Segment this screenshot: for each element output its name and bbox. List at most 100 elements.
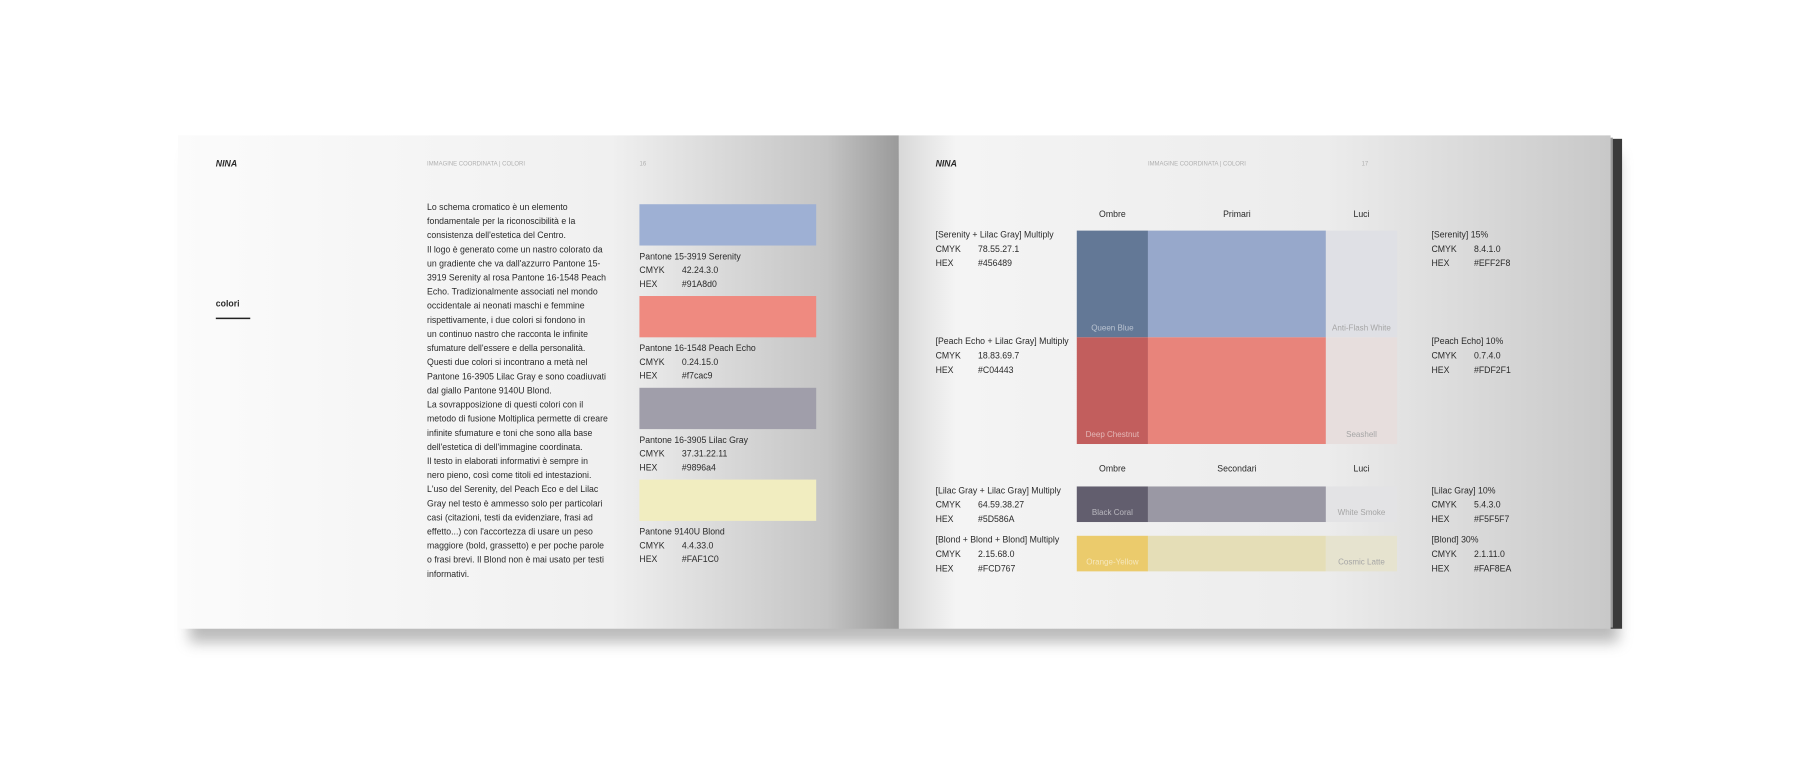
logo: NINA [216,158,237,168]
shade-cell [1076,337,1148,445]
body-line: maggiore (bold, grassetto) e per poche p… [427,541,604,551]
hex-label: HEX [936,258,954,268]
hex-label: HEX [1432,514,1450,524]
body-line: 3919 Serenity al rosa Pantone 16-1548 Pe… [427,273,606,283]
body-line: rispettivamente, i due colori si fondono… [427,315,585,325]
light-cell [1325,535,1398,572]
body-line: o frasi brevi. Il Blond non è mai usato … [427,555,604,565]
column-header: Primari [1223,209,1251,219]
body-line: Il testo in elaborati informativi è semp… [427,456,588,466]
column-header: Secondari [1217,464,1256,474]
body-line: effetto...) con l'accortezza di usare un… [427,527,593,537]
cmyk-value: 8.4.1.0 [1474,244,1501,254]
cmyk-value: 78.55.27.1 [978,244,1019,254]
body-line: metodo di fusione Moltiplica permette di… [427,414,608,424]
content: NINA IMMAGINE COORDINATA | COLORI 16 NINA IM… [216,158,1512,579]
hex-label: HEX [1432,258,1450,268]
hex-value: #EFF2F8 [1474,258,1511,268]
swatch [639,387,817,430]
main-cell [1147,486,1326,523]
light-cell [1325,230,1398,338]
column-header: Ombre [1099,209,1126,219]
hex-label: HEX [639,554,657,564]
cmyk-value: 0.7.4.0 [1474,351,1501,361]
header-text: IMMAGINE COORDINATA | COLORI [1148,162,1246,168]
swatch-name: Pantone 16-3905 Lilac Gray [639,435,748,445]
light-name: White Smoke [1338,508,1386,517]
body-line: sfumature dell'essere e della personalit… [427,343,585,353]
column-header: Luci [1353,209,1369,219]
body-line: consistenza dell'estetica del Centro. [427,230,566,240]
shade-cell [1076,535,1148,572]
swatch-name: Pantone 9140U Blond [639,527,724,537]
body-line: Lo schema cromatico è un elemento [427,202,568,212]
cmyk-label: CMYK [639,540,664,550]
cmyk-label: CMYK [936,500,961,510]
cmyk-label: CMYK [936,351,961,361]
shade-cell [1076,230,1148,338]
body-line: Gray nel testo è ammesso solo per partic… [427,498,603,508]
cmyk-label: CMYK [936,244,961,254]
cmyk-label: CMYK [639,449,664,459]
mix-title: [Serenity + Lilac Gray] Multiply [936,229,1055,239]
hex-value: #456489 [978,258,1012,268]
body-line: dal giallo Pantone 9140U Blond. [427,385,552,395]
mix-title: [Peach Echo + Lilac Gray] Multiply [936,336,1070,346]
body-line: un gradiente che va dall'azzurro Pantone… [427,258,600,268]
light-cell [1325,337,1398,445]
cmyk-value: 37.31.22.11 [682,449,728,459]
page-number: 17 [1362,162,1369,168]
hex-label: HEX [936,365,954,375]
body-line: La sovrapposizione di questi colori con … [427,400,583,410]
page-stack [1610,138,1623,629]
body-line: infinite sfumature e toni che sono alla … [427,428,592,438]
logo: NINA [936,158,957,168]
cmyk-label: CMYK [1432,244,1457,254]
light-name: Anti-Flash White [1332,323,1391,332]
main-cell [1147,337,1326,445]
hex-label: HEX [936,563,954,573]
hex-value: #C04443 [978,365,1014,375]
hex-label: HEX [639,371,657,381]
hex-label: HEX [639,279,657,289]
hex-value: #F5F5F7 [1474,514,1510,524]
cmyk-label: CMYK [1432,500,1457,510]
shade-cell [1076,486,1148,523]
hex-value: #FAF8EA [1474,563,1512,573]
cmyk-value: 42.24.3.0 [682,265,719,275]
header-text: IMMAGINE COORDINATA | COLORI [427,162,525,168]
swatch [639,479,817,521]
body-line: casi (citazioni, testi da evidenziare, f… [427,512,593,522]
swatch [639,296,817,338]
swatch-name: Pantone 15-3919 Serenity [639,251,741,261]
cmyk-label: CMYK [639,265,664,275]
column-header: Luci [1353,464,1369,474]
mix-title: [Peach Echo] 10% [1432,336,1504,346]
light-name: Cosmic Latte [1338,557,1385,566]
hex-value: #FCD767 [978,563,1015,573]
body-line: Il logo è generato come un nastro colora… [427,244,603,254]
swatch-name: Pantone 16-1548 Peach Echo [639,343,756,353]
hex-value: #9896a4 [682,462,716,472]
body-line: L'uso del Serenity, del Peach Eco e del … [427,484,599,494]
mix-title: [Serenity] 15% [1432,229,1489,239]
mix-title: [Blond + Blond + Blond] Multiply [936,535,1060,545]
light-cell [1325,486,1398,523]
hex-value: #FDF2F1 [1474,365,1511,375]
cmyk-value: 64.59.38.27 [978,500,1024,510]
page-number: 16 [640,162,647,168]
mix-title: [Lilac Gray + Lilac Gray] Multiply [936,485,1062,495]
shade-name: Orange-Yellow [1086,557,1139,566]
column-header: Ombre [1099,464,1126,474]
body-line: dell'estetica di dell'immagine coordinat… [427,442,583,452]
cmyk-value: 4.4.33.0 [682,540,714,550]
hex-value: #5D586A [978,514,1015,524]
body-line: occidentale ai neonati maschi e femmine [427,301,585,311]
cmyk-value: 18.83.69.7 [978,351,1019,361]
body-line: Pantone 16-3905 Lilac Gray e sono coadiu… [427,371,606,381]
cmyk-label: CMYK [936,549,961,559]
cmyk-label: CMYK [1432,549,1457,559]
cmyk-value: 2.15.68.0 [978,549,1015,559]
hex-label: HEX [639,462,657,472]
